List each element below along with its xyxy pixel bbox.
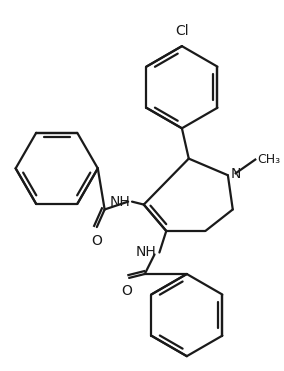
- Text: CH₃: CH₃: [257, 153, 280, 166]
- Text: NH: NH: [109, 195, 130, 209]
- Text: O: O: [122, 284, 133, 298]
- Text: NH: NH: [136, 246, 156, 259]
- Text: Cl: Cl: [175, 24, 189, 38]
- Text: N: N: [231, 167, 241, 181]
- Text: O: O: [91, 234, 102, 248]
